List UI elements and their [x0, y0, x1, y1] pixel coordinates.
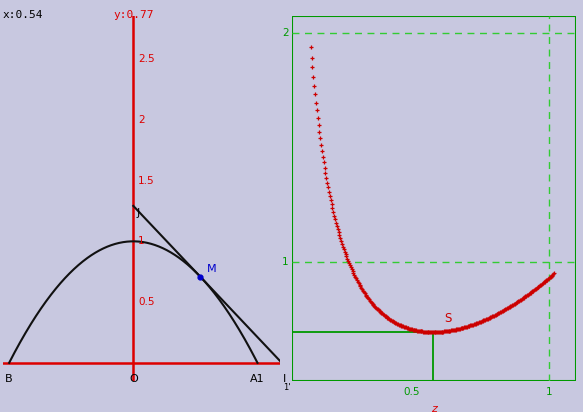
Text: M: M: [206, 265, 216, 274]
Text: y:0.77: y:0.77: [114, 10, 154, 20]
Text: 0.5: 0.5: [138, 297, 154, 307]
Text: x:0.54: x:0.54: [3, 10, 43, 20]
Text: 1: 1: [282, 257, 289, 267]
Text: 1': 1': [283, 384, 290, 393]
Text: z: z: [431, 405, 437, 412]
Text: A1: A1: [250, 374, 265, 384]
Text: 1: 1: [545, 387, 552, 397]
Text: 2: 2: [282, 28, 289, 38]
Text: 0.5: 0.5: [403, 387, 420, 397]
Text: S: S: [444, 312, 451, 325]
Text: 2.5: 2.5: [138, 54, 155, 64]
Text: I: I: [283, 374, 286, 384]
Text: 2: 2: [138, 115, 145, 125]
Text: J: J: [137, 208, 141, 218]
Text: 1.5: 1.5: [138, 176, 155, 185]
Text: B: B: [5, 374, 13, 384]
Text: O: O: [129, 374, 138, 384]
Text: 1: 1: [138, 236, 145, 246]
